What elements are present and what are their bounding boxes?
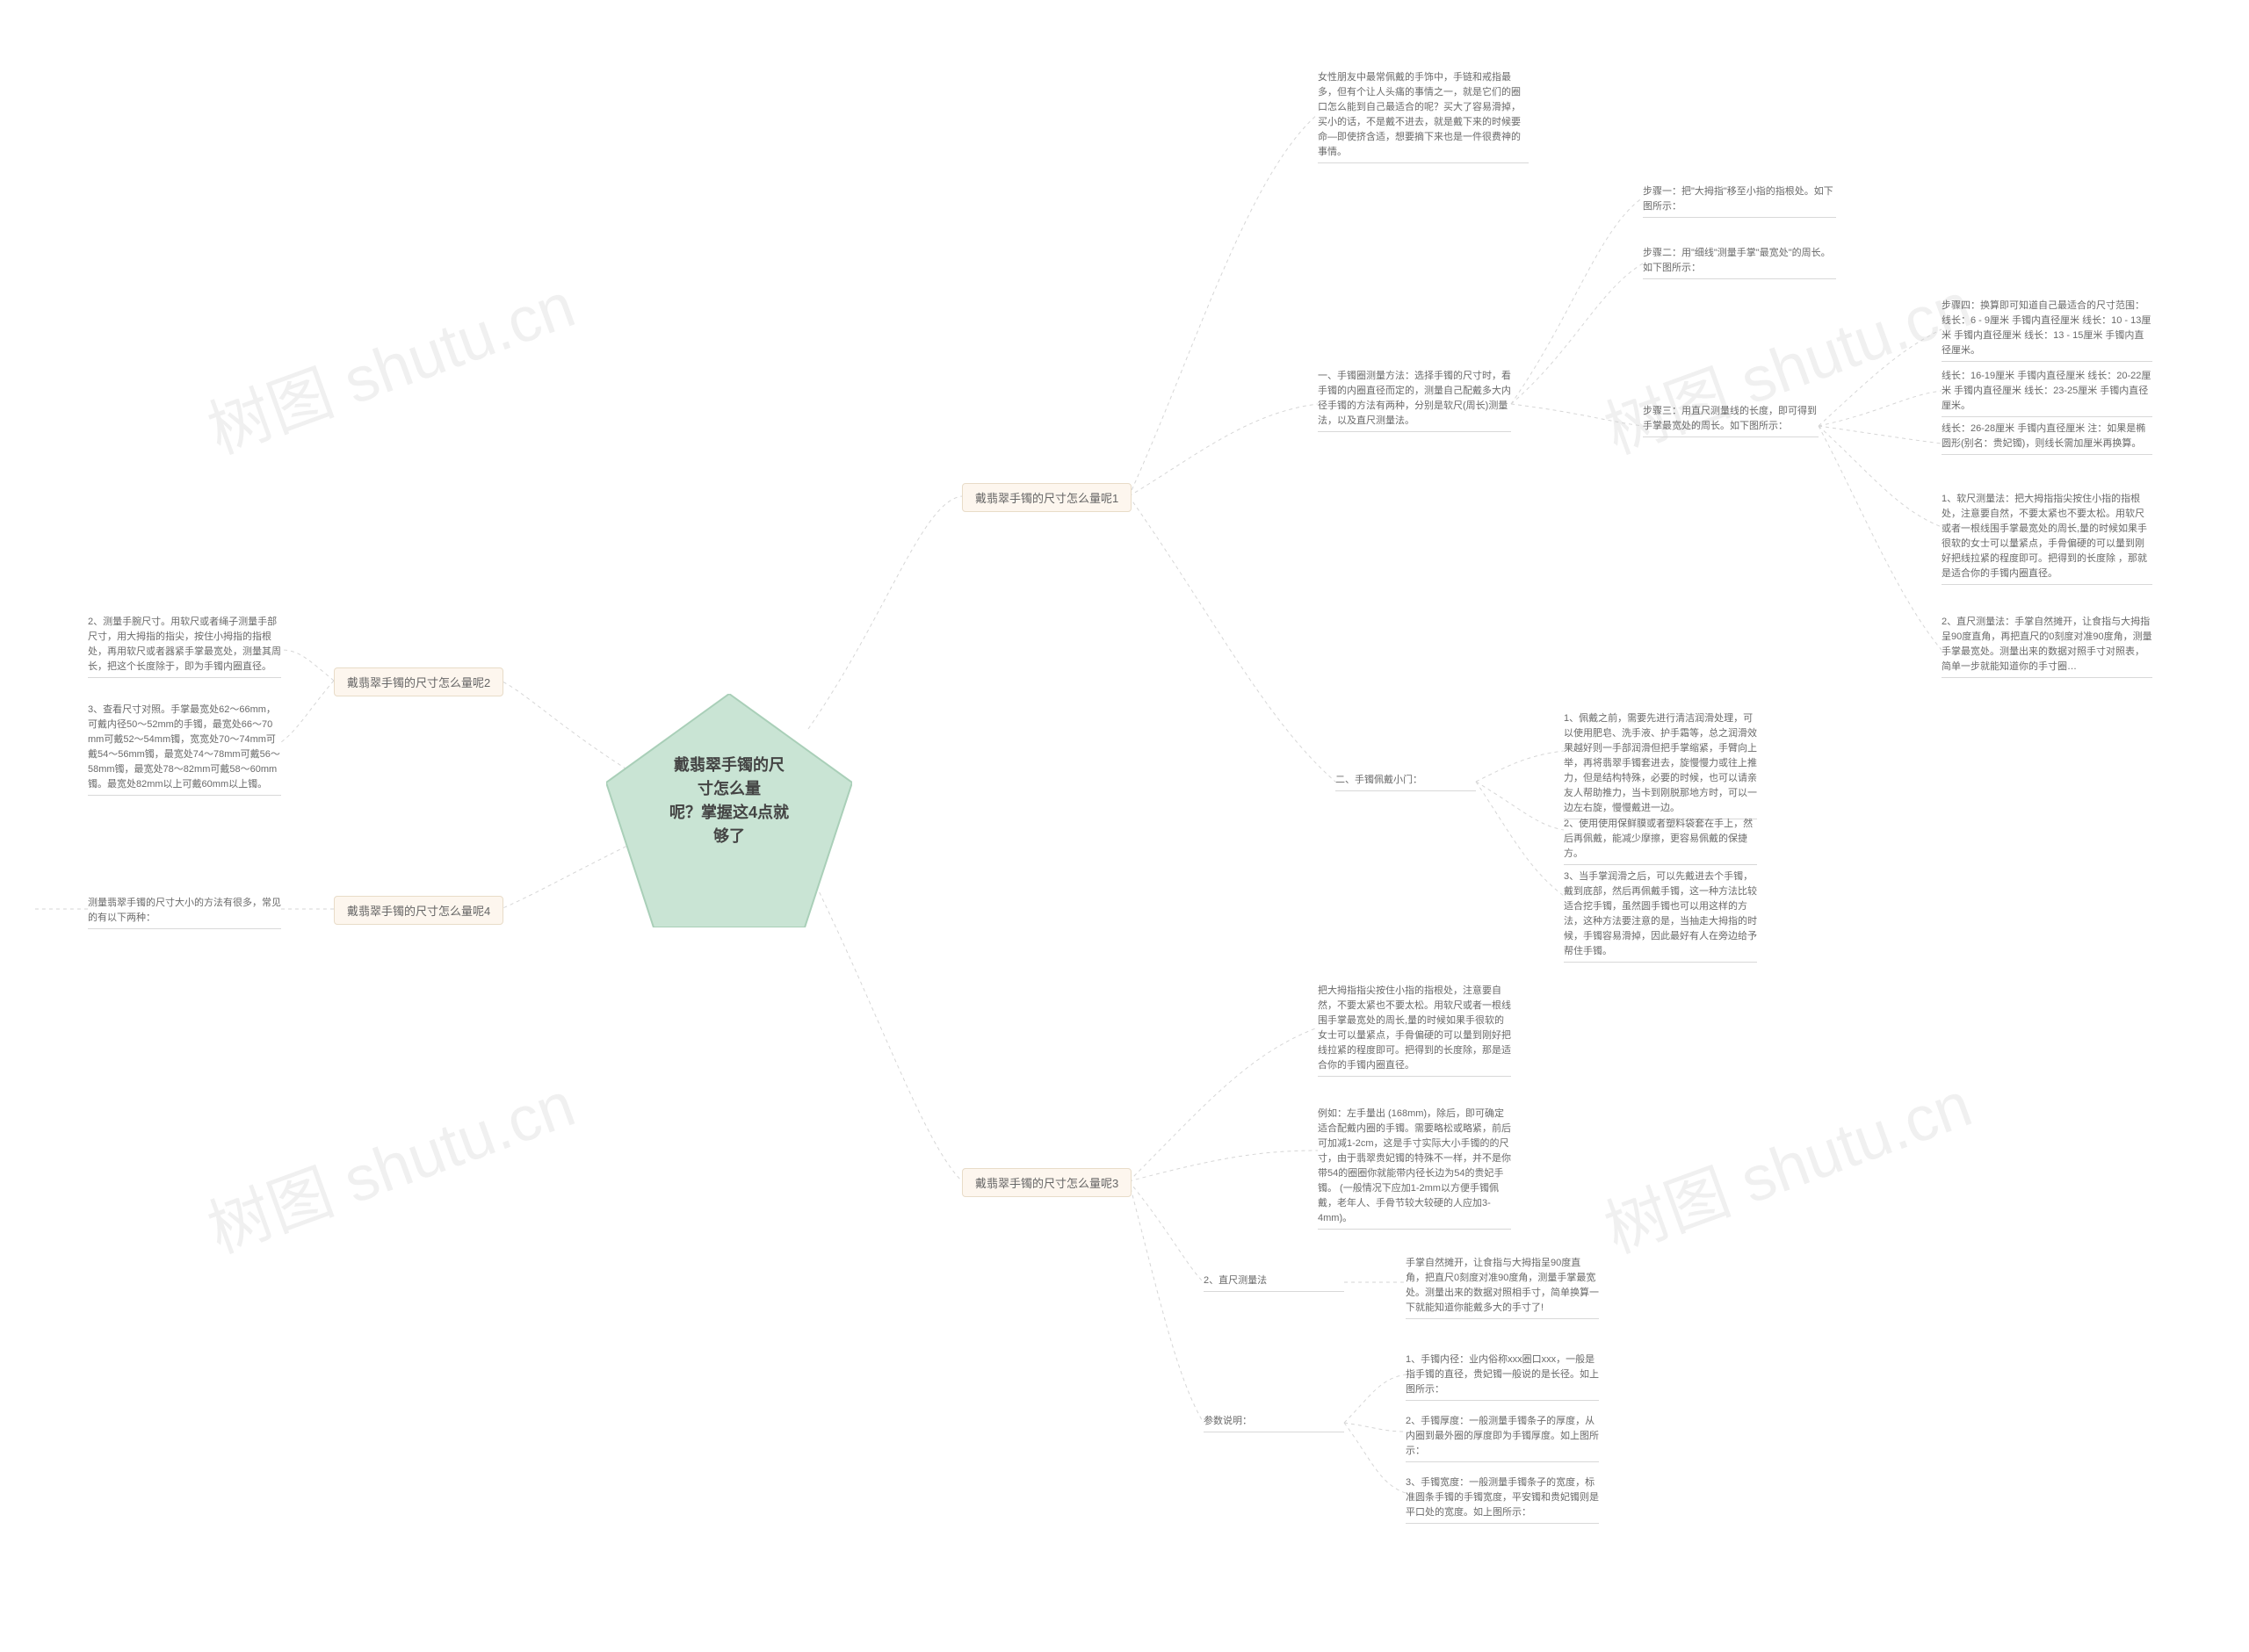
branch-4-label: 戴翡翠手镯的尺寸怎么量呢4	[334, 896, 503, 925]
b1-m2-3: 3、当手掌润滑之后，可以先戴进去个手镯，戴到底部，然后再佩戴手镯，这一种方法比较…	[1564, 869, 1757, 963]
b1-step2: 步骤二：用"细线"测量手掌"最宽处"的周长。如下图所示：	[1643, 246, 1836, 279]
b1-step4a: 步骤四：换算即可知道自己最适合的尺寸范围：线长：6 - 9厘米 手镯内直径厘米 …	[1942, 299, 2152, 362]
watermark: 树图 shutu.cn	[1590, 1053, 1982, 1271]
b1-step4c: 线长：26-28厘米 手镯内直径厘米 注：如果是椭圆形(别名：贵妃镯)，则线长需…	[1942, 422, 2152, 455]
b3-param2: 2、手镯厚度：一般测量手镯条子的厚度，从内圈到最外圈的厚度即为手镯厚度。如上图所…	[1406, 1414, 1599, 1462]
b1-step1: 步骤一：把"大拇指"移至小指的指根处。如下图所示：	[1643, 184, 1836, 218]
watermark: 树图 shutu.cn	[193, 254, 585, 472]
b3-ruler-text: 手掌自然摊开，让食指与大拇指呈90度直角，把直尺0刻度对准90度角，测量手掌最宽…	[1406, 1256, 1599, 1319]
center-title: 戴翡翠手镯的尺寸怎么量 呢？掌握这4点就够了	[668, 754, 791, 848]
b1-step4b: 线长：16-19厘米 手镯内直径厘米 线长：20-22厘米 手镯内直径厘米 线长…	[1942, 369, 2152, 417]
b1-m2-2: 2、使用使用保鲜膜或者塑料袋套在手上，然后再佩戴，能减少摩擦，更容易佩戴的保捷方…	[1564, 817, 1757, 865]
b1-step3: 步骤三：用直尺测量线的长度，即可得到手掌最宽处的周长。如下图所示：	[1643, 404, 1819, 437]
b1-method1-label: 一、手镯圈测量方法：选择手镯的尺寸时，看手镯的内圈直径而定的，测量自己配戴多大内…	[1318, 369, 1511, 432]
watermark: 树图 shutu.cn	[193, 1053, 585, 1271]
b2-item2: 2、测量手腕尺寸。用软尺或者绳子测量手部尺寸，用大拇指的指尖，按住小拇指的指根处…	[88, 615, 281, 678]
b2-item3: 3、查看尺寸对照。手掌最宽处62～66mm，可戴内径50～52mm的手镯，最宽处…	[88, 703, 281, 796]
center-node: 戴翡翠手镯的尺寸怎么量 呢？掌握这4点就够了	[606, 694, 852, 927]
b3-soft: 把大拇指指尖按住小指的指根处，注意要自然，不要太紧也不要太松。用软尺或者一根线围…	[1318, 984, 1511, 1077]
b1-method2-label: 二、手镯佩戴小门：	[1335, 773, 1476, 791]
b3-param1: 1、手镯内径：业内俗称xxx圈口xxx，一般是指手镯的直径，贵妃镯一般说的是长径…	[1406, 1353, 1599, 1401]
branch-1-label: 戴翡翠手镯的尺寸怎么量呢1	[962, 483, 1132, 512]
branch-2-label: 戴翡翠手镯的尺寸怎么量呢2	[334, 667, 503, 696]
b1-soft-method: 1、软尺测量法：把大拇指指尖按住小指的指根处，注意要自然，不要太紧也不要太松。用…	[1942, 492, 2152, 585]
watermark: 树图 shutu.cn	[1590, 254, 1982, 472]
b3-ruler-label: 2、直尺测量法	[1204, 1273, 1344, 1292]
b3-params-label: 参数说明：	[1204, 1414, 1344, 1432]
connector-lines	[0, 0, 2249, 1652]
b3-param3: 3、手镯宽度：一般测量手镯条子的宽度，标准圆条手镯的手镯宽度，平安镯和贵妃镯则是…	[1406, 1475, 1599, 1524]
branch-3-label: 戴翡翠手镯的尺寸怎么量呢3	[962, 1168, 1132, 1197]
b1-intro: 女性朋友中最常佩戴的手饰中，手链和戒指最多，但有个让人头痛的事情之一，就是它们的…	[1318, 70, 1529, 163]
b3-example: 例如：左手量出 (168mm)，除后，即可确定适合配戴内圈的手镯。需要略松或略紧…	[1318, 1107, 1511, 1230]
b4-intro: 测量翡翠手镯的尺寸大小的方法有很多，常见的有以下两种：	[88, 896, 281, 929]
b1-ruler-method: 2、直尺测量法：手掌自然摊开，让食指与大拇指呈90度直角，再把直尺的0刻度对准9…	[1942, 615, 2152, 678]
b1-m2-1: 1、佩戴之前，需要先进行清洁润滑处理，可以使用肥皂、洗手液、护手霜等，总之润滑效…	[1564, 711, 1757, 819]
